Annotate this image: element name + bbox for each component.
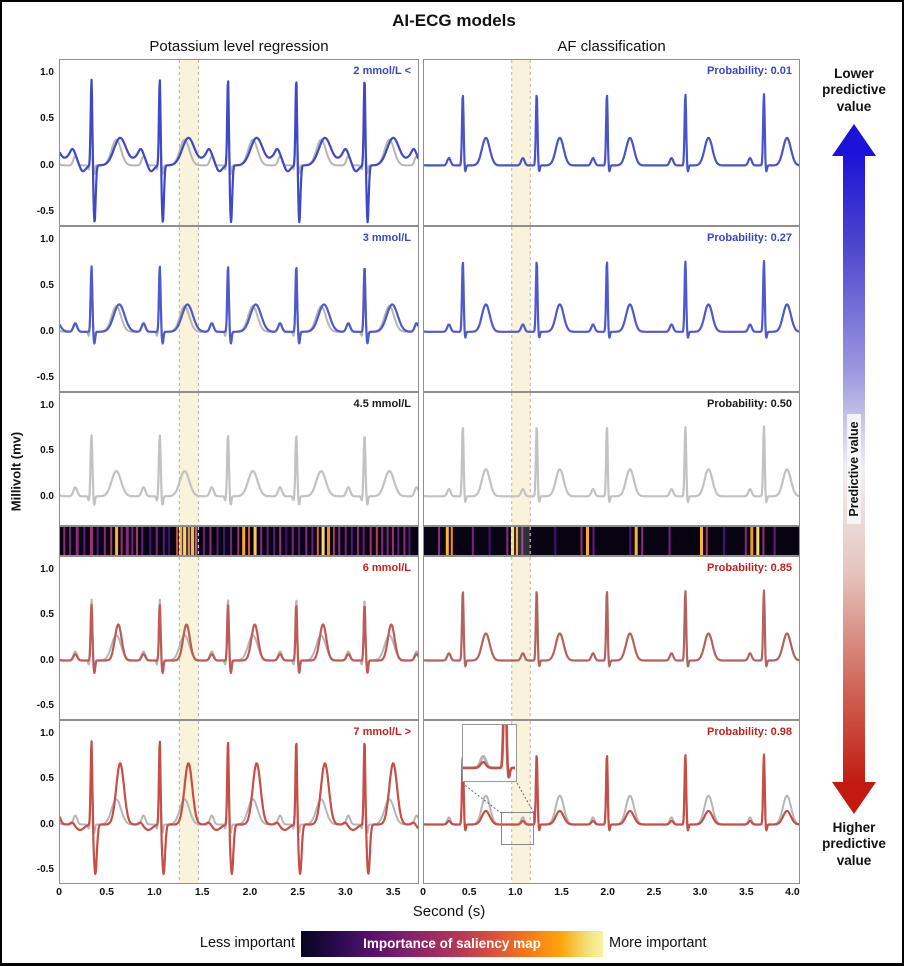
x-tick-label: 0.5 [461, 886, 477, 898]
y-tick-label: 0.5 [40, 445, 54, 457]
x-tick-label: 0 [56, 886, 62, 898]
y-tick-label: 0.5 [40, 609, 54, 621]
x-tick-label: 3.0 [692, 886, 708, 898]
ecg-panel-af-row3 [423, 392, 800, 526]
label-potassium-row1: 2 mmol/L < [353, 65, 411, 77]
zoom-connector-lines [461, 782, 535, 814]
x-tick-label: 1.0 [508, 886, 523, 898]
ecg-panel-af-row5 [423, 720, 800, 884]
saliency-map-af [423, 526, 800, 556]
y-tick-label: 1.0 [40, 727, 54, 739]
arrow-up-icon [832, 124, 876, 156]
arrow-down-icon [832, 782, 876, 814]
x-tick-label: 2.5 [646, 886, 662, 898]
label-potassium-row4: 6 mmol/L [362, 562, 411, 574]
x-axis-label: Second (s) [412, 903, 486, 920]
ecg-panel-potassium-row1 [59, 59, 419, 226]
y-tick-label: 1.0 [40, 563, 54, 575]
column-header-af: AF classification [557, 38, 666, 55]
x-tick-label: 1.5 [554, 886, 569, 898]
ecg-panel-potassium-row3 [59, 392, 419, 526]
y-tick-label: 0.0 [40, 159, 54, 171]
y-tick-label: -0.5 [36, 206, 54, 218]
legend-less-important: Less important [199, 935, 295, 951]
x-tick-label: 2.5 [290, 886, 305, 898]
figure-title: AI-ECG models [392, 11, 516, 30]
y-tick-label: 0.0 [40, 326, 54, 338]
x-tick-label: 3.5 [385, 886, 401, 898]
label-af-row1: Probability: 0.01 [707, 65, 792, 77]
x-tick-label: 3.5 [738, 886, 754, 898]
label-potassium-row3: 4.5 mmol/L [353, 398, 411, 410]
y-tick-label: -0.5 [36, 864, 54, 876]
ecg-panel-af-row2 [423, 226, 800, 392]
y-axis-label: Millivolt (mv) [8, 431, 24, 512]
y-tick-label: 0.0 [40, 818, 54, 830]
ecg-panel-af-row4 [423, 556, 800, 720]
arrow-label-lower: Lower predictive value [822, 66, 886, 114]
label-af-row2: Probability: 0.27 [707, 232, 792, 244]
y-tick-label: 0.0 [40, 490, 54, 502]
label-potassium-row5: 7 mmol/L > [353, 726, 411, 738]
arrow-middle-label: Predictive value [847, 414, 861, 524]
saliency-map-potassium [59, 526, 419, 556]
y-tick-label: 0.5 [40, 773, 54, 785]
y-tick-label: 0.0 [40, 654, 54, 666]
y-tick-label: 0.5 [40, 279, 54, 291]
x-tick-label: 1.0 [147, 886, 162, 898]
label-af-row3: Probability: 0.50 [707, 398, 792, 410]
y-tick-label: -0.5 [36, 372, 54, 384]
y-tick-label: 1.0 [40, 66, 54, 78]
x-tick-label: 1.5 [194, 886, 210, 898]
x-tick-label: 2.0 [600, 886, 616, 898]
x-tick-label: 0 [420, 886, 426, 898]
y-tick-label: 0.5 [40, 113, 54, 125]
zoom-target-rect [501, 812, 534, 845]
saliency-colorbar: Importance of saliency map [301, 931, 603, 957]
y-tick-label: 1.0 [40, 233, 54, 245]
legend-more-important: More important [609, 935, 707, 951]
zoom-inset-box [462, 724, 517, 782]
ecg-panel-potassium-row2 [59, 226, 419, 392]
label-potassium-row2: 3 mmol/L [362, 232, 411, 244]
column-header-potassium: Potassium level regression [149, 38, 329, 55]
label-af-row4: Probability: 0.85 [707, 562, 792, 574]
colorbar-title: Importance of saliency map [363, 936, 541, 951]
ecg-panel-potassium-row5 [59, 720, 419, 884]
x-tick-label: 0.5 [99, 886, 115, 898]
ecg-panel-af-row1 [423, 59, 800, 226]
arrow-label-higher: Higher predictive value [822, 820, 886, 868]
x-tick-label: 2.0 [242, 886, 258, 898]
ecg-panel-potassium-row4 [59, 556, 419, 720]
label-af-row5: Probability: 0.98 [707, 726, 792, 738]
x-tick-label: 3.0 [338, 886, 353, 898]
x-tick-label: 4.0 [785, 886, 800, 898]
y-tick-label: -0.5 [36, 700, 54, 712]
y-tick-label: 1.0 [40, 399, 54, 411]
